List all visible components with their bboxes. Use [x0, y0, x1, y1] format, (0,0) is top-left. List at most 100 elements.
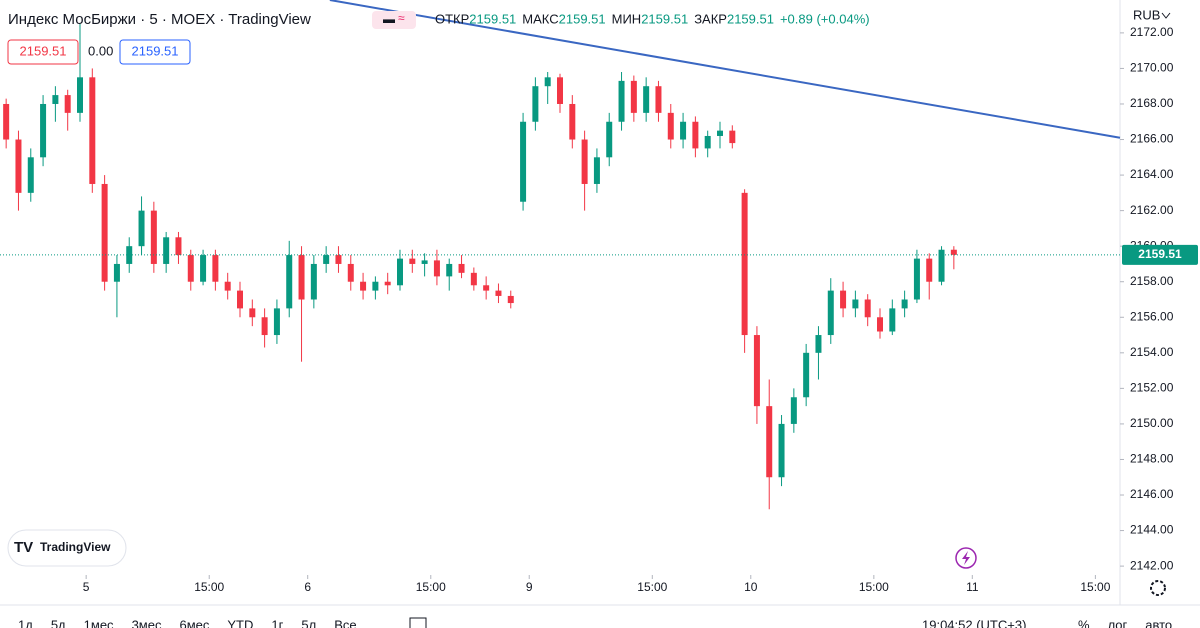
candle-body — [200, 255, 207, 282]
candle-body — [926, 258, 933, 282]
change: +0.89 (+0.04%) — [780, 11, 870, 26]
candle-body — [40, 103, 47, 158]
ohlc-value: 2159.51 — [559, 11, 606, 26]
range-button[interactable]: 1г — [271, 617, 283, 628]
candle-body — [692, 121, 699, 149]
scale-option[interactable]: авто — [1145, 617, 1172, 628]
candle-body — [483, 285, 490, 291]
ohlc-value: 2159.51 — [641, 11, 688, 26]
ohlc-value: 2159.51 — [469, 11, 516, 26]
candle-body — [3, 103, 10, 140]
candle-body — [630, 80, 637, 113]
x-tick-label: 15:00 — [637, 580, 667, 594]
candle-body — [913, 258, 920, 300]
x-tick-label: 5 — [83, 580, 90, 594]
icon: ≈ — [398, 11, 405, 25]
candle-body — [532, 86, 539, 122]
candle-body — [323, 255, 330, 264]
badge — [7, 39, 79, 65]
logo-icon: TV — [14, 539, 33, 556]
x-tick-label: 15:00 — [416, 580, 446, 594]
logo[interactable] — [7, 529, 127, 567]
candle-body — [433, 260, 440, 277]
candle-body — [261, 317, 268, 336]
last-price-label: 2159.51 — [1138, 247, 1182, 261]
candle-body — [163, 237, 170, 264]
candle-body — [470, 272, 477, 286]
calendar-icon — [409, 617, 427, 628]
candle-body — [593, 157, 600, 184]
ohlc-label: ЗАКР — [694, 11, 727, 26]
candle-body — [212, 255, 219, 282]
candle-body — [310, 263, 317, 300]
candle-body — [569, 103, 576, 140]
y-tick-label: 2166.00 — [1130, 132, 1174, 146]
candle-body — [175, 237, 182, 256]
candle-body — [101, 183, 108, 282]
candle-body — [187, 255, 194, 282]
x-tick-label: 15:00 — [1080, 580, 1110, 594]
scale-option[interactable]: лог — [1108, 617, 1128, 628]
currency[interactable]: RUB — [1133, 7, 1160, 22]
ohlc-value: 2159.51 — [727, 11, 774, 26]
chart-title: Индекс МосБиржи · 5 · MOEX · TradingView — [8, 11, 311, 28]
candle-body — [298, 255, 305, 300]
candle-body — [889, 308, 896, 332]
candle-body — [335, 255, 342, 264]
y-tick-label: 2170.00 — [1130, 61, 1174, 75]
range-button[interactable]: Все — [334, 617, 356, 628]
scale-option[interactable]: % — [1078, 617, 1090, 628]
range-button[interactable]: 1д — [18, 617, 33, 628]
candle-body — [113, 263, 120, 282]
y-tick-label: 2164.00 — [1130, 167, 1174, 181]
candle-body — [409, 258, 416, 264]
candle-body — [397, 258, 403, 286]
candle-body — [618, 80, 625, 122]
range-button[interactable]: 5д — [51, 617, 66, 628]
indicator-toggle[interactable] — [372, 11, 416, 29]
y-tick-label: 2142.00 — [1130, 558, 1174, 572]
candle-body — [249, 308, 256, 318]
range-button[interactable]: 5л — [301, 617, 316, 628]
y-tick-label: 2150.00 — [1130, 416, 1174, 430]
candle-body — [77, 77, 83, 113]
candle-body — [286, 255, 293, 309]
y-tick-label: 2148.00 — [1130, 452, 1174, 466]
range-button[interactable]: 1мес — [84, 617, 114, 628]
candle-body — [446, 263, 453, 277]
y-tick-label: 2168.00 — [1130, 96, 1174, 110]
candle-body — [950, 249, 957, 255]
range-button[interactable]: 3мес — [132, 617, 162, 628]
candle-body — [840, 290, 847, 309]
candle-body — [384, 281, 391, 286]
y-tick-label: 2172.00 — [1130, 25, 1174, 39]
candle-body — [372, 281, 379, 291]
settings-icon[interactable] — [1150, 580, 1166, 596]
range-button[interactable]: YTD — [227, 617, 253, 628]
candle-body — [938, 249, 945, 282]
alert-icon — [962, 551, 970, 565]
candle-body — [778, 423, 785, 478]
candle-body — [421, 260, 428, 264]
candle-body — [64, 95, 71, 113]
candle-body — [643, 86, 650, 113]
x-tick-label: 6 — [304, 580, 311, 594]
y-tick-label: 2144.00 — [1130, 523, 1174, 537]
candle-body — [901, 299, 908, 309]
badge-text: 0.00 — [88, 43, 113, 58]
x-tick-label: 10 — [744, 580, 758, 594]
candle-body — [877, 317, 883, 332]
range-button[interactable]: 6мес — [179, 617, 209, 628]
badge-text: 2159.51 — [132, 43, 179, 58]
logo-text: TradingView — [40, 540, 111, 554]
ohlc-label: МАКС — [522, 11, 558, 26]
candle-body — [138, 210, 145, 247]
x-tick-label: 15:00 — [194, 580, 224, 594]
candle-body — [52, 95, 59, 104]
candle-body — [89, 77, 96, 184]
y-tick-label: 2156.00 — [1130, 309, 1174, 323]
candle-body — [557, 77, 563, 104]
candle-body — [704, 135, 711, 149]
